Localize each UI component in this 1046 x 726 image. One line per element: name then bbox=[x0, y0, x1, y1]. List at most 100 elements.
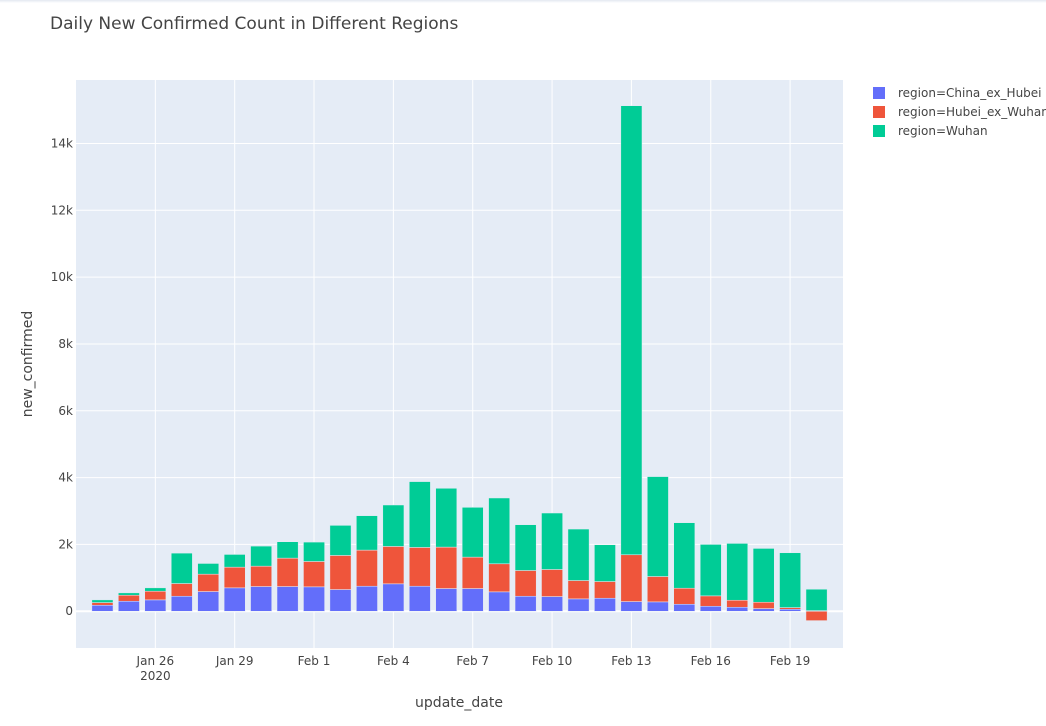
bar-hubei-ex-wuhan[interactable] bbox=[699, 595, 722, 607]
legend-item[interactable]: region=China_ex_Hubei bbox=[873, 86, 1042, 100]
bar-china-ex-hubei[interactable] bbox=[699, 605, 722, 612]
bar-china-ex-hubei[interactable] bbox=[250, 586, 272, 612]
bar-china-ex-hubei[interactable] bbox=[647, 601, 669, 612]
bar-china-ex-hubei[interactable] bbox=[461, 588, 484, 612]
bar-wuhan[interactable] bbox=[488, 497, 511, 565]
bar-china-ex-hubei[interactable] bbox=[382, 583, 405, 612]
bar-hubei-ex-wuhan[interactable] bbox=[461, 556, 484, 589]
bar-hubei-ex-wuhan[interactable] bbox=[329, 555, 352, 590]
y-axis-ticks: 0 2k 4k 6k 8k 10k 12k 14k bbox=[51, 136, 73, 618]
bar-china-ex-hubei[interactable] bbox=[435, 588, 458, 612]
legend-label: region=Wuhan bbox=[898, 124, 988, 138]
bar-hubei-ex-wuhan[interactable] bbox=[514, 570, 537, 597]
bar-wuhan[interactable] bbox=[223, 554, 246, 568]
bar-wuhan[interactable] bbox=[673, 522, 696, 589]
bar-china-ex-hubei[interactable] bbox=[620, 601, 643, 612]
bar-wuhan[interactable] bbox=[514, 524, 537, 571]
bar-hubei-ex-wuhan[interactable] bbox=[567, 580, 590, 600]
y-tick-label: 0 bbox=[65, 604, 73, 618]
bar-china-ex-hubei[interactable] bbox=[144, 599, 167, 612]
bar-wuhan[interactable] bbox=[144, 587, 167, 592]
bar-wuhan[interactable] bbox=[276, 541, 299, 559]
bar-wuhan[interactable] bbox=[752, 548, 775, 603]
bar-wuhan[interactable] bbox=[91, 599, 114, 603]
bar-wuhan[interactable] bbox=[408, 481, 431, 548]
bar-hubei-ex-wuhan[interactable] bbox=[356, 549, 378, 587]
bar-china-ex-hubei[interactable] bbox=[329, 589, 352, 612]
y-tick-label: 10k bbox=[51, 270, 73, 284]
bar-wuhan[interactable] bbox=[170, 552, 193, 584]
bar-hubei-ex-wuhan[interactable] bbox=[647, 576, 669, 603]
bar-wuhan[interactable] bbox=[250, 545, 272, 567]
bar-wuhan[interactable] bbox=[726, 543, 749, 601]
bar-hubei-ex-wuhan[interactable] bbox=[223, 566, 246, 589]
bar-hubei-ex-wuhan[interactable] bbox=[779, 607, 801, 610]
x-tick-year-label: 2020 bbox=[140, 669, 171, 683]
bar-china-ex-hubei[interactable] bbox=[170, 595, 193, 612]
bar-china-ex-hubei[interactable] bbox=[514, 595, 537, 612]
bar-hubei-ex-wuhan[interactable] bbox=[91, 602, 114, 606]
bar-hubei-ex-wuhan[interactable] bbox=[805, 610, 828, 621]
bar-wuhan[interactable] bbox=[303, 541, 325, 562]
top-edge bbox=[0, 0, 1046, 3]
bar-hubei-ex-wuhan[interactable] bbox=[541, 569, 563, 597]
legend-item[interactable]: region=Hubei_ex_Wuhan bbox=[873, 105, 1046, 119]
bar-hubei-ex-wuhan[interactable] bbox=[620, 554, 643, 602]
bar-hubei-ex-wuhan[interactable] bbox=[170, 583, 193, 597]
bar-china-ex-hubei[interactable] bbox=[303, 586, 325, 612]
bar-china-ex-hubei[interactable] bbox=[276, 586, 299, 612]
legend[interactable]: region=China_ex_Hubei region=Hubei_ex_Wuh… bbox=[873, 86, 1046, 138]
bar-wuhan[interactable] bbox=[699, 544, 722, 597]
legend-item[interactable]: region=Wuhan bbox=[873, 124, 988, 138]
bar-hubei-ex-wuhan[interactable] bbox=[276, 557, 299, 587]
bar-china-ex-hubei[interactable] bbox=[488, 591, 511, 612]
legend-swatch bbox=[873, 87, 885, 99]
bar-hubei-ex-wuhan[interactable] bbox=[726, 599, 749, 608]
bar-wuhan[interactable] bbox=[567, 528, 590, 581]
bar-hubei-ex-wuhan[interactable] bbox=[488, 563, 511, 593]
bar-hubei-ex-wuhan[interactable] bbox=[118, 594, 140, 602]
bar-china-ex-hubei[interactable] bbox=[594, 597, 616, 612]
bar-wuhan[interactable] bbox=[805, 588, 828, 611]
bar-hubei-ex-wuhan[interactable] bbox=[673, 587, 696, 605]
bar-wuhan[interactable] bbox=[382, 504, 405, 547]
bar-hubei-ex-wuhan[interactable] bbox=[303, 561, 325, 588]
bar-china-ex-hubei[interactable] bbox=[91, 604, 114, 612]
bar-china-ex-hubei[interactable] bbox=[752, 608, 775, 612]
bar-china-ex-hubei[interactable] bbox=[223, 587, 246, 612]
bar-china-ex-hubei[interactable] bbox=[541, 596, 563, 612]
bar-wuhan[interactable] bbox=[779, 552, 801, 608]
bar-china-ex-hubei[interactable] bbox=[779, 608, 801, 612]
bar-wuhan[interactable] bbox=[197, 563, 220, 575]
bar-hubei-ex-wuhan[interactable] bbox=[435, 546, 458, 589]
legend-swatch bbox=[873, 106, 885, 118]
bar-wuhan[interactable] bbox=[329, 525, 352, 556]
bar-wuhan[interactable] bbox=[620, 105, 643, 556]
bar-china-ex-hubei[interactable] bbox=[726, 606, 749, 612]
bar-hubei-ex-wuhan[interactable] bbox=[197, 573, 220, 592]
bar-hubei-ex-wuhan[interactable] bbox=[382, 546, 405, 585]
bar-wuhan[interactable] bbox=[594, 544, 616, 582]
y-tick-label: 2k bbox=[58, 537, 73, 551]
x-tick-label: Feb 7 bbox=[456, 654, 489, 668]
bar-china-ex-hubei[interactable] bbox=[673, 603, 696, 612]
legend-label: region=China_ex_Hubei bbox=[898, 86, 1042, 100]
bar-hubei-ex-wuhan[interactable] bbox=[752, 601, 775, 609]
bar-china-ex-hubei[interactable] bbox=[356, 585, 378, 612]
bar-wuhan[interactable] bbox=[435, 488, 458, 548]
bar-hubei-ex-wuhan[interactable] bbox=[144, 590, 167, 601]
bar-china-ex-hubei[interactable] bbox=[408, 585, 431, 612]
bar-hubei-ex-wuhan[interactable] bbox=[250, 565, 272, 587]
bar-hubei-ex-wuhan[interactable] bbox=[408, 547, 431, 587]
bar-wuhan[interactable] bbox=[118, 592, 140, 596]
bar-china-ex-hubei[interactable] bbox=[197, 591, 220, 612]
bar-wuhan[interactable] bbox=[461, 507, 484, 558]
bar-wuhan[interactable] bbox=[647, 476, 669, 577]
bar-hubei-ex-wuhan[interactable] bbox=[594, 581, 616, 599]
bar-china-ex-hubei[interactable] bbox=[567, 598, 590, 612]
bars bbox=[91, 105, 828, 621]
bar-wuhan[interactable] bbox=[541, 512, 563, 570]
bar-china-ex-hubei[interactable] bbox=[118, 600, 140, 612]
bar-wuhan[interactable] bbox=[356, 515, 378, 551]
